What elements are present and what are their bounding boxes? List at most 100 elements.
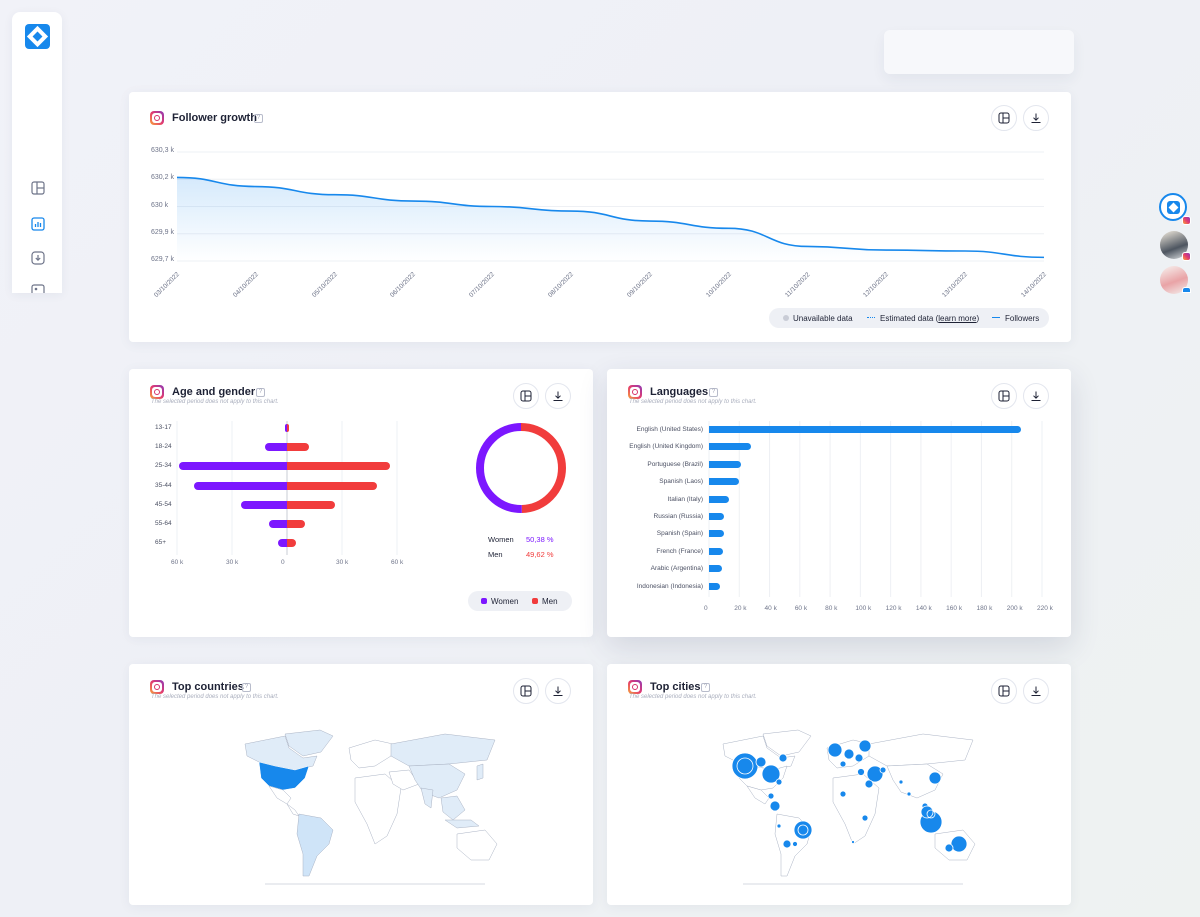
layout-icon xyxy=(998,112,1010,124)
legend-estimated-close: ) xyxy=(976,314,980,323)
language-label: Indonesian (Indonesia) xyxy=(636,582,703,590)
language-bar xyxy=(709,513,725,520)
city-bubble xyxy=(861,814,869,822)
x-tick-label: 30 k xyxy=(336,559,349,566)
x-tick-label: 60 k xyxy=(391,559,404,566)
men-bar xyxy=(287,500,335,509)
x-tick-label: 100 k xyxy=(855,605,872,612)
men-bar xyxy=(287,424,289,432)
city-bubble xyxy=(928,771,942,785)
language-label: Arabic (Argentina) xyxy=(650,565,703,573)
map-usa xyxy=(258,761,310,791)
map-greenland xyxy=(284,729,334,757)
map-asia xyxy=(408,763,466,799)
download-button[interactable] xyxy=(545,383,571,409)
age-category-label: 13-17 xyxy=(155,424,172,431)
unavailable-swatch xyxy=(783,315,789,321)
age-category-label: 25-34 xyxy=(155,462,172,470)
map-mexico xyxy=(746,785,770,805)
language-label: Spanish (Spain) xyxy=(656,530,703,538)
help-icon[interactable]: ? xyxy=(242,683,251,692)
women-bar xyxy=(193,481,287,490)
map-asia xyxy=(886,763,944,799)
legend-estimated: Estimated data (learn more) xyxy=(880,314,979,323)
card-subtitle: The selected period does not apply to th… xyxy=(629,399,757,405)
estimated-swatch xyxy=(867,317,875,318)
sidebar xyxy=(12,12,62,293)
city-bubble xyxy=(854,753,864,763)
help-icon[interactable]: ? xyxy=(254,114,263,123)
city-bubble xyxy=(857,768,865,776)
help-icon[interactable]: ? xyxy=(701,683,710,692)
chart-legend: Unavailable data Estimated data (learn m… xyxy=(769,308,1049,328)
app-logo[interactable] xyxy=(25,24,50,49)
gender-legend: Women Men xyxy=(468,591,572,611)
language-bar xyxy=(709,565,722,573)
language-label: English (United Kingdom) xyxy=(629,443,703,451)
languages-grid xyxy=(708,421,1043,597)
women-swatch xyxy=(481,598,487,604)
download-icon[interactable] xyxy=(31,251,45,265)
image-icon[interactable] xyxy=(31,284,45,293)
x-tick-label: 140 k xyxy=(915,605,932,612)
download-icon xyxy=(1031,686,1041,696)
layout-button[interactable] xyxy=(513,383,539,409)
city-bubble xyxy=(839,790,847,798)
city-bubble xyxy=(755,756,767,768)
map-europe xyxy=(348,739,394,769)
city-bubble xyxy=(944,843,954,853)
card-title: Top cities xyxy=(650,681,701,693)
city-bubble xyxy=(851,840,855,844)
layout-button[interactable] xyxy=(513,678,539,704)
download-button[interactable] xyxy=(1023,678,1049,704)
legend-women: Women xyxy=(491,597,519,606)
download-button[interactable] xyxy=(1023,105,1049,131)
map-central-america xyxy=(286,803,300,817)
download-button[interactable] xyxy=(545,678,571,704)
women-bar xyxy=(265,443,287,452)
follower-growth-chart xyxy=(176,151,1045,262)
instagram-icon xyxy=(150,111,164,125)
age-gender-card: Age and gender ? The selected period doe… xyxy=(129,369,593,637)
city-bubble xyxy=(926,809,936,819)
followers-area xyxy=(177,177,1044,261)
women-label: Women xyxy=(488,535,514,544)
card-title: Follower growth xyxy=(172,112,257,124)
map-south-america xyxy=(296,813,334,877)
help-icon[interactable]: ? xyxy=(709,388,718,397)
age-category-label: 18-24 xyxy=(155,443,172,451)
layout-button[interactable] xyxy=(991,678,1017,704)
world-map-countries xyxy=(244,729,498,885)
gender-donut-chart xyxy=(476,423,566,513)
women-bar xyxy=(178,462,287,471)
layout-icon xyxy=(520,390,532,402)
map-australia xyxy=(456,829,498,861)
download-button[interactable] xyxy=(1023,383,1049,409)
card-title: Age and gender xyxy=(172,386,256,398)
x-tick-label: 0 xyxy=(704,605,708,612)
y-tick-label: 629,9 k xyxy=(151,228,174,236)
city-bubble xyxy=(864,779,874,789)
women-slice xyxy=(476,423,566,513)
language-bar xyxy=(709,478,740,486)
y-tick-label: 629,7 k xyxy=(151,256,174,263)
account-avatar-active[interactable] xyxy=(1159,193,1187,221)
chart-icon[interactable] xyxy=(31,217,45,231)
city-bubble xyxy=(778,753,788,763)
men-bar xyxy=(287,443,309,452)
x-tick-label: 160 k xyxy=(946,605,963,612)
layout-icon xyxy=(520,685,532,697)
map-middle-east xyxy=(388,769,420,791)
x-tick-label: 40 k xyxy=(764,605,777,612)
layout-button[interactable] xyxy=(991,383,1017,409)
help-icon[interactable]: ? xyxy=(256,388,265,397)
dashboard-icon[interactable] xyxy=(31,181,45,195)
city-bubble xyxy=(793,820,813,840)
legend-estimated-text: Estimated data ( xyxy=(880,314,939,323)
map-canada xyxy=(244,735,318,771)
download-icon xyxy=(553,391,563,401)
layout-button[interactable] xyxy=(991,105,1017,131)
learn-more-link[interactable]: learn more xyxy=(938,314,977,323)
men-swatch xyxy=(532,598,538,604)
instagram-icon xyxy=(628,680,642,694)
